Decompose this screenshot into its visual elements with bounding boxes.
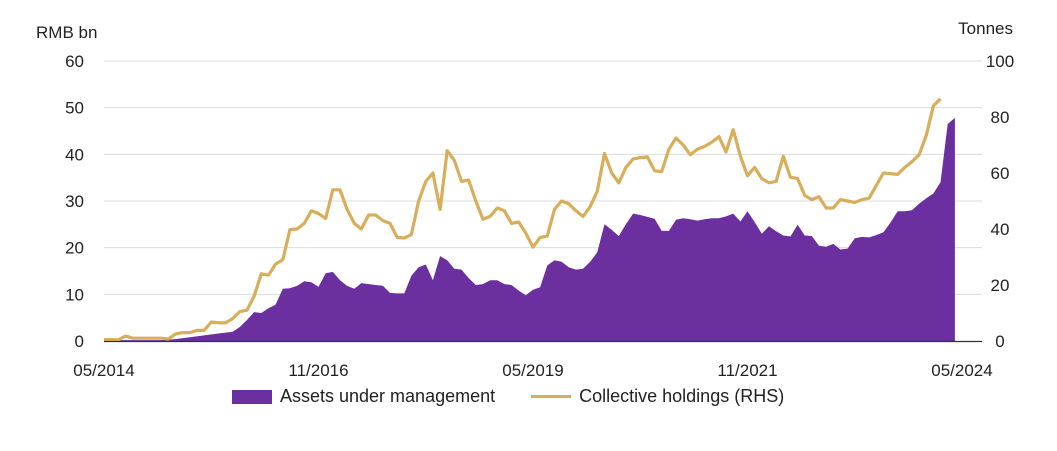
x-tick-label: 05/2024 xyxy=(931,361,992,380)
x-tick-label: 05/2014 xyxy=(73,361,134,380)
right-axis-ticks: 0 20 40 60 80 100 xyxy=(986,52,1014,351)
right-tick-label: 0 xyxy=(995,332,1004,351)
legend: Assets under management Collective holdi… xyxy=(232,386,820,407)
aum-area-series xyxy=(104,117,955,342)
right-tick-label: 40 xyxy=(991,220,1010,239)
left-tick-label: 0 xyxy=(75,332,84,351)
left-tick-label: 30 xyxy=(65,192,84,211)
legend-label-holdings: Collective holdings (RHS) xyxy=(579,386,785,406)
legend-swatch-holdings xyxy=(531,395,572,398)
legend-item-holdings: Collective holdings (RHS) xyxy=(531,386,784,407)
right-tick-label: 80 xyxy=(991,108,1010,127)
left-axis-title: RMB bn xyxy=(36,23,97,42)
right-tick-label: 20 xyxy=(991,276,1010,295)
x-tick-label: 05/2019 xyxy=(502,361,563,380)
x-tick-label: 11/2016 xyxy=(288,361,348,380)
left-tick-label: 50 xyxy=(65,99,84,118)
left-tick-label: 10 xyxy=(65,285,84,304)
left-tick-label: 40 xyxy=(65,145,84,164)
right-axis-title: Tonnes xyxy=(958,19,1013,38)
legend-swatch-aum xyxy=(232,389,272,404)
right-tick-label: 100 xyxy=(986,52,1014,71)
left-tick-label: 60 xyxy=(65,52,84,71)
holdings-line-series xyxy=(104,97,942,342)
left-tick-label: 20 xyxy=(65,239,84,258)
legend-item-aum: Assets under management xyxy=(232,386,495,407)
right-tick-label: 60 xyxy=(991,164,1010,183)
x-tick-label: 11/2021 xyxy=(717,361,777,380)
x-axis-ticks: 05/2014 11/2016 05/2019 11/2021 05/2024 xyxy=(73,361,992,380)
left-axis-ticks: 0 10 20 30 40 50 60 xyxy=(65,52,84,351)
legend-label-aum: Assets under management xyxy=(280,386,496,406)
